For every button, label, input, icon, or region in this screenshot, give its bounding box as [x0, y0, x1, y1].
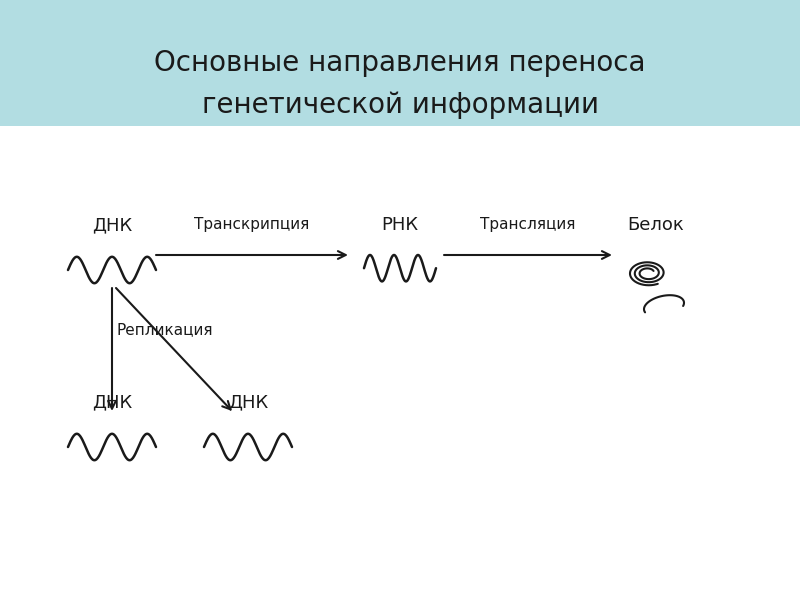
- Text: Белок: Белок: [628, 216, 684, 234]
- Text: Трансляция: Трансляция: [480, 217, 576, 232]
- FancyBboxPatch shape: [0, 0, 800, 126]
- Text: ДНК: ДНК: [92, 393, 132, 411]
- Text: Транскрипция: Транскрипция: [194, 217, 310, 232]
- Text: Основные направления переноса: Основные направления переноса: [154, 49, 646, 77]
- Text: ДНК: ДНК: [92, 216, 132, 234]
- Text: РНК: РНК: [382, 216, 418, 234]
- Text: Репликация: Репликация: [116, 323, 213, 337]
- Text: генетической информации: генетической информации: [202, 91, 598, 119]
- Text: ДНК: ДНК: [228, 393, 268, 411]
